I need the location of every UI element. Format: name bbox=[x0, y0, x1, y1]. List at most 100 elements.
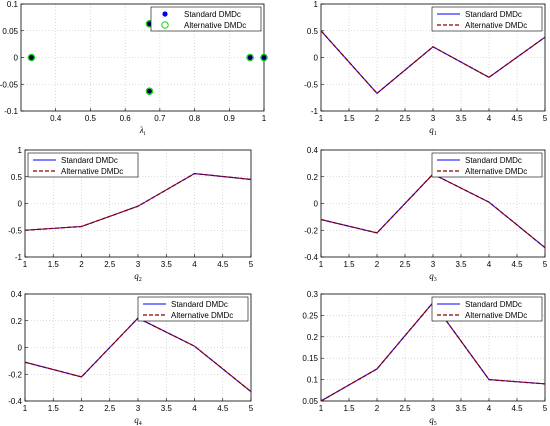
x-tick-label: 1.5 bbox=[48, 404, 60, 413]
y-tick-label: 0 bbox=[18, 344, 23, 353]
x-tick-label: 2 bbox=[375, 114, 380, 123]
legend-standard-label: Standard DMDc bbox=[465, 300, 522, 309]
alternative-eigenvalue-marker bbox=[145, 87, 154, 95]
x-axis-label: q1 bbox=[429, 125, 437, 137]
x-tick-label: 1 bbox=[262, 114, 267, 123]
y-tick-label: 0.2 bbox=[307, 173, 319, 182]
y-tick-label: 0.05 bbox=[2, 27, 18, 36]
x-tick-label: 5 bbox=[249, 404, 254, 413]
y-tick-label: 0.5 bbox=[307, 27, 319, 36]
alternative-eigenvalue-marker bbox=[260, 53, 268, 62]
x-tick-label: 1.5 bbox=[48, 260, 60, 269]
legend-standard-label: Standard DMDc bbox=[184, 10, 241, 19]
axes-frame bbox=[24, 149, 252, 258]
x-tick-label: 3.5 bbox=[161, 260, 173, 269]
x-tick-label: 4 bbox=[487, 404, 492, 413]
y-tick-label: 1 bbox=[314, 0, 319, 9]
x-axis-label: λi bbox=[139, 125, 146, 137]
x-tick-label: 4 bbox=[192, 260, 197, 269]
axes-frame bbox=[320, 149, 546, 258]
x-tick-label: 4.5 bbox=[511, 404, 523, 413]
standard-eigenvalue-asterisk bbox=[146, 21, 153, 27]
x-tick-label: 2.5 bbox=[399, 114, 411, 123]
x-tick-label: 3 bbox=[136, 260, 141, 269]
x-tick-label: 3 bbox=[431, 114, 436, 123]
x-axis-label-subscript: 1 bbox=[434, 131, 437, 137]
legend-alternative-label: Alternative DMDc bbox=[61, 167, 123, 176]
legend-alternative-marker bbox=[161, 21, 169, 29]
standard-eigenvalue-asterisk bbox=[146, 88, 153, 94]
y-tick-label: -0.1 bbox=[4, 107, 18, 116]
x-tick-label: 2.5 bbox=[104, 404, 116, 413]
alternative-eigenvalue-marker bbox=[246, 53, 254, 62]
x-tick-label: 4 bbox=[192, 404, 197, 413]
y-tick-label: 1 bbox=[18, 146, 23, 155]
legend-standard-label: Standard DMDc bbox=[465, 10, 522, 19]
x-tick-label: 1.5 bbox=[343, 404, 355, 413]
legend: Standard DMDc Alternative DMDc bbox=[431, 296, 543, 322]
x-axis-label: q5 bbox=[429, 415, 437, 426]
alternative-dmdc-line bbox=[24, 172, 252, 231]
x-tick-label: 1 bbox=[319, 260, 324, 269]
y-tick-label: 0.5 bbox=[11, 173, 23, 182]
x-tick-label: 2 bbox=[375, 404, 380, 413]
x-tick-label: 0.9 bbox=[224, 114, 236, 123]
subplot-3: 1 1.5 2 2.5 3 3.5 4 4.5 5 1 0.5 0 -0.5 -1 q2 Standard D… bbox=[8, 146, 254, 283]
legend-box bbox=[27, 152, 139, 178]
y-tick-label: -0.2 bbox=[8, 370, 22, 379]
x-tick-label: 3 bbox=[136, 404, 141, 413]
axes-frame bbox=[24, 293, 252, 402]
legend: Standard DMDc Alternative DMDc bbox=[431, 6, 543, 32]
x-tick-label: 1 bbox=[23, 260, 28, 269]
x-tick-label: 1.5 bbox=[343, 260, 355, 269]
y-tick-label: 0.4 bbox=[11, 290, 23, 299]
x-tick-label: 3 bbox=[431, 404, 436, 413]
x-tick-label: 1 bbox=[319, 404, 324, 413]
x-tick-label: 3.5 bbox=[455, 404, 467, 413]
x-tick-label: 5 bbox=[543, 114, 548, 123]
x-tick-label: 0.4 bbox=[50, 114, 62, 123]
axes-frame bbox=[320, 3, 546, 112]
y-tick-label: -0.4 bbox=[8, 397, 22, 406]
x-axis-label-subscript: 3 bbox=[434, 277, 437, 283]
subplot-2: 1 1.5 2 2.5 3 3.5 4 4.5 5 1 0.5 0 -0.5 -1 q1 Standard D… bbox=[304, 0, 548, 137]
x-axis-label-subscript: 2 bbox=[139, 277, 142, 283]
x-tick-label: 2 bbox=[375, 260, 380, 269]
y-tick-label: 0.25 bbox=[302, 311, 318, 320]
x-tick-label: 4.5 bbox=[511, 114, 523, 123]
y-tick-label: -0.5 bbox=[304, 80, 318, 89]
legend-alternative-label: Alternative DMDc bbox=[465, 21, 527, 30]
legend: Standard DMDc Alternative DMDc bbox=[431, 152, 543, 178]
legend-box bbox=[431, 296, 543, 322]
x-tick-label: 2.5 bbox=[104, 260, 116, 269]
x-axis-label: q2 bbox=[134, 271, 142, 283]
y-tick-label: 0 bbox=[314, 54, 319, 63]
y-tick-label: -0.2 bbox=[304, 226, 318, 235]
legend: Standard DMDc Alternative DMDc bbox=[137, 296, 249, 322]
y-tick-label: -0.5 bbox=[8, 226, 22, 235]
legend-standard-marker bbox=[162, 11, 168, 17]
legend-box bbox=[150, 6, 262, 32]
y-tick-label: 0.2 bbox=[307, 333, 319, 342]
y-tick-label: -0.05 bbox=[0, 80, 19, 89]
x-tick-label: 2 bbox=[79, 260, 84, 269]
x-axis-label-subscript: i bbox=[144, 131, 146, 137]
y-tick-label: -1 bbox=[15, 253, 23, 262]
x-tick-label: 3.5 bbox=[455, 114, 467, 123]
legend-alternative-label: Alternative DMDc bbox=[465, 311, 527, 320]
y-tick-label: 0 bbox=[14, 54, 19, 63]
x-tick-label: 0.5 bbox=[85, 114, 97, 123]
y-tick-label: 0 bbox=[18, 200, 23, 209]
alternative-dmdc-line-highlight bbox=[24, 317, 252, 392]
standard-eigenvalue-asterisk bbox=[28, 54, 35, 61]
x-tick-label: 4 bbox=[487, 114, 492, 123]
x-tick-label: 4.5 bbox=[217, 404, 229, 413]
x-tick-label: 5 bbox=[543, 260, 548, 269]
legend-alternative-label: Alternative DMDc bbox=[171, 311, 233, 320]
y-tick-label: 0.1 bbox=[7, 0, 19, 9]
x-axis-label-subscript: 5 bbox=[434, 421, 437, 426]
x-tick-label: 3 bbox=[431, 260, 436, 269]
y-tick-label: 0.2 bbox=[11, 317, 23, 326]
legend-box bbox=[137, 296, 249, 322]
